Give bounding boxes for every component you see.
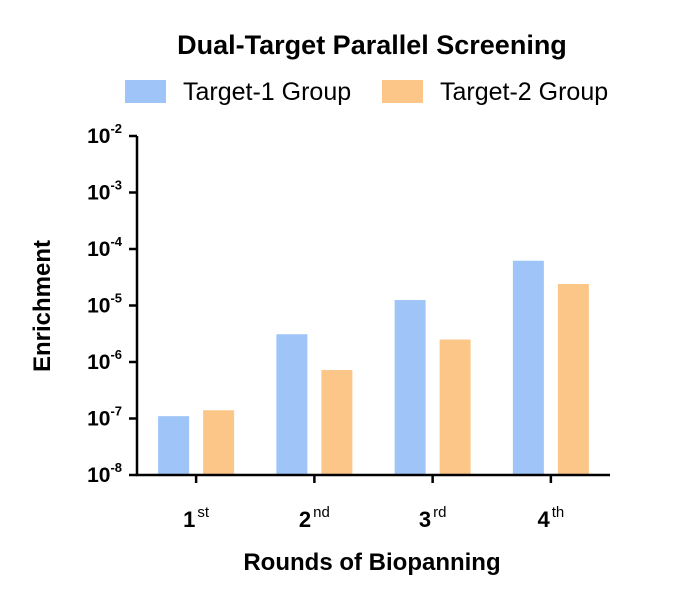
- bar-series1-cat3: [394, 300, 426, 475]
- bar-series2-cat3: [439, 339, 471, 475]
- y-tick-label-6: 10-7: [87, 404, 122, 431]
- bar-series2-cat2: [321, 370, 353, 475]
- bar-series1-cat1: [158, 416, 190, 475]
- legend-label-1: Target-1 Group: [183, 78, 351, 106]
- y-axis-label: Enrichment: [29, 240, 56, 372]
- y-tick-label-2: 10-3: [87, 178, 122, 205]
- x-axis-label: Rounds of Biopanning: [243, 549, 500, 576]
- legend-label-2: Target-2 Group: [440, 78, 608, 106]
- bar-series1-cat4: [512, 260, 544, 475]
- y-tick-label-5: 10-6: [87, 347, 122, 374]
- y-tick-label-4: 10-5: [87, 291, 122, 318]
- legend-swatch-2: [382, 80, 423, 103]
- y-tick-label-1: 10-2: [87, 121, 122, 148]
- legend-swatch-1: [125, 80, 166, 103]
- y-tick-label-3: 10-4: [87, 234, 123, 261]
- y-tick-label-7: 10-8: [87, 460, 122, 487]
- bar-series2-cat1: [203, 410, 235, 475]
- chart-title: Dual-Target Parallel Screening: [177, 30, 567, 60]
- bar-series2-cat4: [557, 284, 589, 475]
- bar-series1-cat2: [276, 334, 308, 475]
- legend: Target-1 Group Target-2 Group: [125, 78, 608, 106]
